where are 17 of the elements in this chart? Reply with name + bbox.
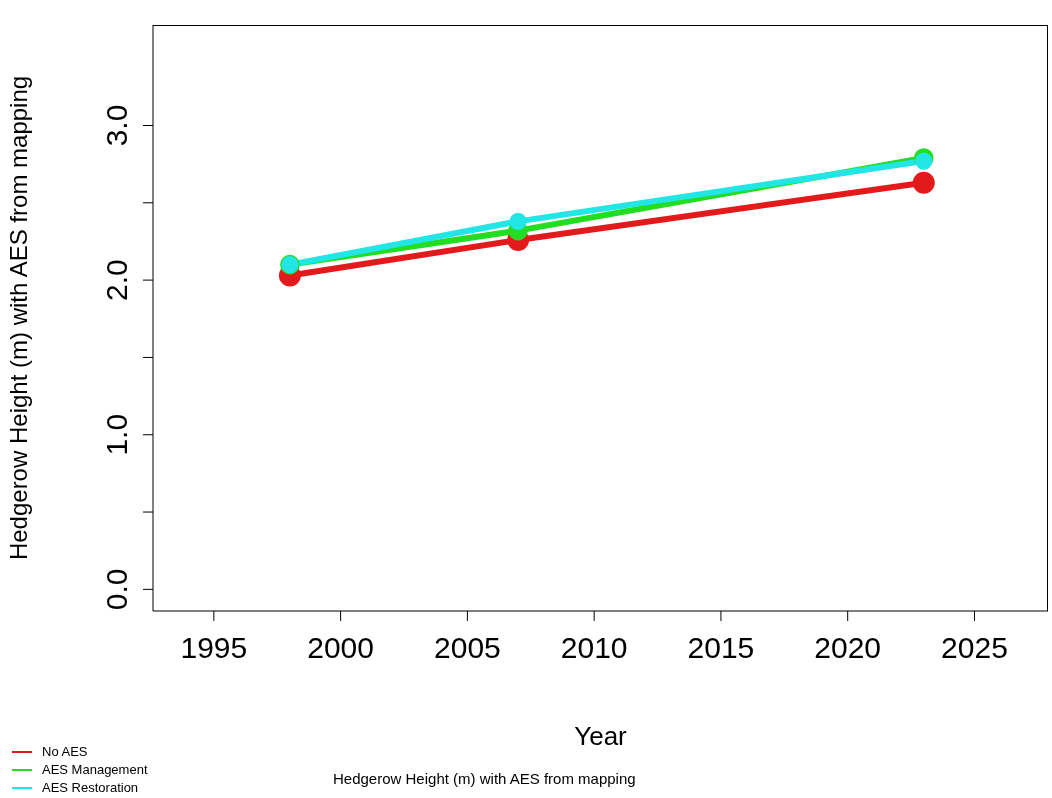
- y-tick-label: 1.0: [100, 413, 133, 456]
- legend-label: AES Management: [42, 761, 148, 779]
- x-tick-label: 2020: [814, 631, 882, 665]
- legend-label: No AES: [42, 743, 88, 761]
- x-tick-label: 2015: [687, 631, 755, 665]
- x-tick-label: 2005: [434, 631, 501, 665]
- x-tick-label: 2010: [560, 631, 628, 665]
- y-tick-label: 3.0: [100, 104, 133, 147]
- x-axis-title: Year: [574, 721, 628, 751]
- legend-label: AES Restoration: [42, 779, 139, 797]
- y-tick-label: 0.0: [100, 568, 133, 611]
- x-tick-label: 2025: [941, 631, 1008, 665]
- x-tick-label: 2000: [307, 631, 374, 665]
- x-tick-label: 1995: [180, 631, 248, 665]
- y-tick-label: 2.0: [100, 259, 133, 301]
- text: Hedgerow Height (m) with AES from mapping: [333, 770, 636, 787]
- y-axis-title: Hedgerow Height (m) with AES from mapping: [4, 75, 32, 561]
